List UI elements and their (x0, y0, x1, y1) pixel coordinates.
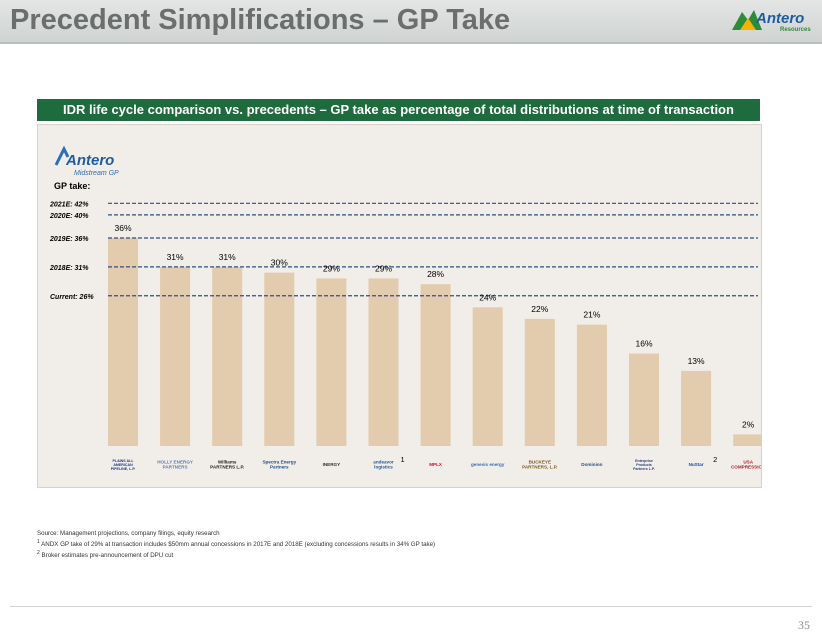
bar-6 (368, 278, 399, 446)
bar-5 (316, 278, 347, 446)
value-label-7: 28% (427, 269, 444, 279)
value-label-13: 2% (742, 419, 755, 429)
category-logo-4-line-1: Spectra Energy (262, 459, 296, 464)
category-logo-7-line-1: MPLX (429, 462, 443, 467)
ref-label-3: 2019E: 36% (49, 236, 89, 243)
chart-area: Antero Midstream GP GP take: 2021E: 42% 2… (37, 124, 762, 488)
footnote-2: 2 Broker estimates pre-announcement of D… (37, 549, 737, 560)
category-logo-2-line-2: PARTNERS (163, 465, 188, 470)
gp-take-label: GP take: (54, 181, 90, 191)
category-logo-6-line-1: andeavor (373, 459, 394, 464)
antero-logo-sub: Midstream GP (74, 170, 119, 177)
chart-header: IDR life cycle comparison vs. precedents… (37, 99, 760, 121)
ref-label-4: 2018E: 31% (49, 265, 89, 272)
value-label-8: 24% (479, 292, 496, 302)
bar-8 (472, 307, 503, 446)
category-logo-11-line-3: Partners L.P. (633, 467, 655, 471)
category-logo-3-line-2: PARTNERS L.P. (210, 465, 244, 470)
category-logo-9-line-1: BUCKEYE (529, 459, 551, 464)
category-logo-2-line-1: HOLLY ENERGY (157, 459, 193, 464)
bar-1 (108, 238, 138, 446)
category-logo-11-line-1: Enterprise (635, 459, 653, 463)
bar-9 (524, 318, 555, 446)
bar-2 (160, 266, 191, 446)
footnote-1: 1 ANDX GP take of 29% at transaction inc… (37, 538, 737, 549)
brand-sub: Resources (780, 27, 811, 33)
category-logo-8-line-1: genesis energy (471, 462, 505, 467)
category-logo-1-line-1: PLAINS ALL (112, 459, 134, 463)
bar-3 (212, 266, 243, 446)
value-label-11: 16% (635, 339, 652, 349)
footnote-2-text: Broker estimates pre-announcement of DPU… (41, 552, 174, 560)
antero-midstream-logo: Antero Midstream GP (54, 145, 119, 177)
category-logo-12-line-1: NuStar (689, 462, 704, 467)
bar-13 (733, 434, 761, 446)
value-label-9: 22% (531, 304, 548, 314)
value-label-4: 30% (271, 258, 288, 268)
category-logo-13-line-2: COMPRESSION (731, 465, 761, 470)
source-note: Source: Management projections, company … (37, 530, 220, 537)
page-number: 35 (798, 618, 810, 632)
value-label-10: 21% (583, 310, 600, 320)
value-label-1: 36% (114, 223, 131, 233)
value-label-12: 13% (688, 356, 705, 366)
footnote-1-text: ANDX GP take of 29% at transaction inclu… (41, 541, 436, 549)
footnotes: Source: Management projections, company … (37, 530, 737, 561)
bar-7 (420, 284, 451, 446)
bar-chart: Antero Midstream GP GP take: 2021E: 42% 2… (49, 145, 761, 471)
bar-12 (681, 370, 712, 446)
category-logo-1-line-3: PIPELINE, L.P. (111, 467, 136, 471)
footnote-2-mark: 2 (37, 550, 40, 557)
category-logo-11-line-2: Products (636, 463, 652, 467)
title-bar: Precedent Simplifications – GP Take Ante… (0, 0, 822, 44)
ref-label-1: 2021E: 42% (49, 201, 89, 208)
brand-name: Antero (756, 10, 805, 27)
ref-label-5: Current: 26% (50, 294, 94, 301)
mountain-icon (732, 10, 762, 30)
brand-logo: Antero Resources (732, 6, 814, 36)
category-logo-9-line-2: PARTNERS, L.P. (522, 465, 557, 470)
footer-divider (10, 606, 812, 607)
ref-label-2: 2020E: 40% (49, 213, 89, 220)
category-logo-6-line-2: logistics (374, 465, 393, 470)
value-label-6: 29% (375, 263, 392, 273)
footnote-1-mark: 1 (37, 539, 40, 546)
category-logo-1-line-2: AMERICAN (113, 463, 133, 467)
value-label-2: 31% (167, 252, 184, 262)
category-logo-3-line-1: Williams (218, 459, 237, 464)
page-title: Precedent Simplifications – GP Take (10, 4, 511, 36)
category-logo-5-line-1: INERGY (323, 462, 341, 467)
antero-a-icon (54, 145, 70, 166)
bar-11 (629, 353, 659, 446)
category-logo-10-line-1: Dominion (581, 462, 602, 467)
bar-4 (264, 272, 295, 446)
value-label-3: 31% (219, 252, 236, 262)
footnote-mark-1: 1 (401, 455, 405, 464)
bar-10 (576, 324, 607, 446)
antero-logo-name: Antero (65, 152, 114, 169)
value-label-5: 29% (323, 263, 340, 273)
footnote-mark-2: 2 (713, 455, 717, 464)
category-logo-13-line-1: USA (743, 459, 753, 464)
category-logo-4-line-2: Partners (270, 465, 289, 470)
